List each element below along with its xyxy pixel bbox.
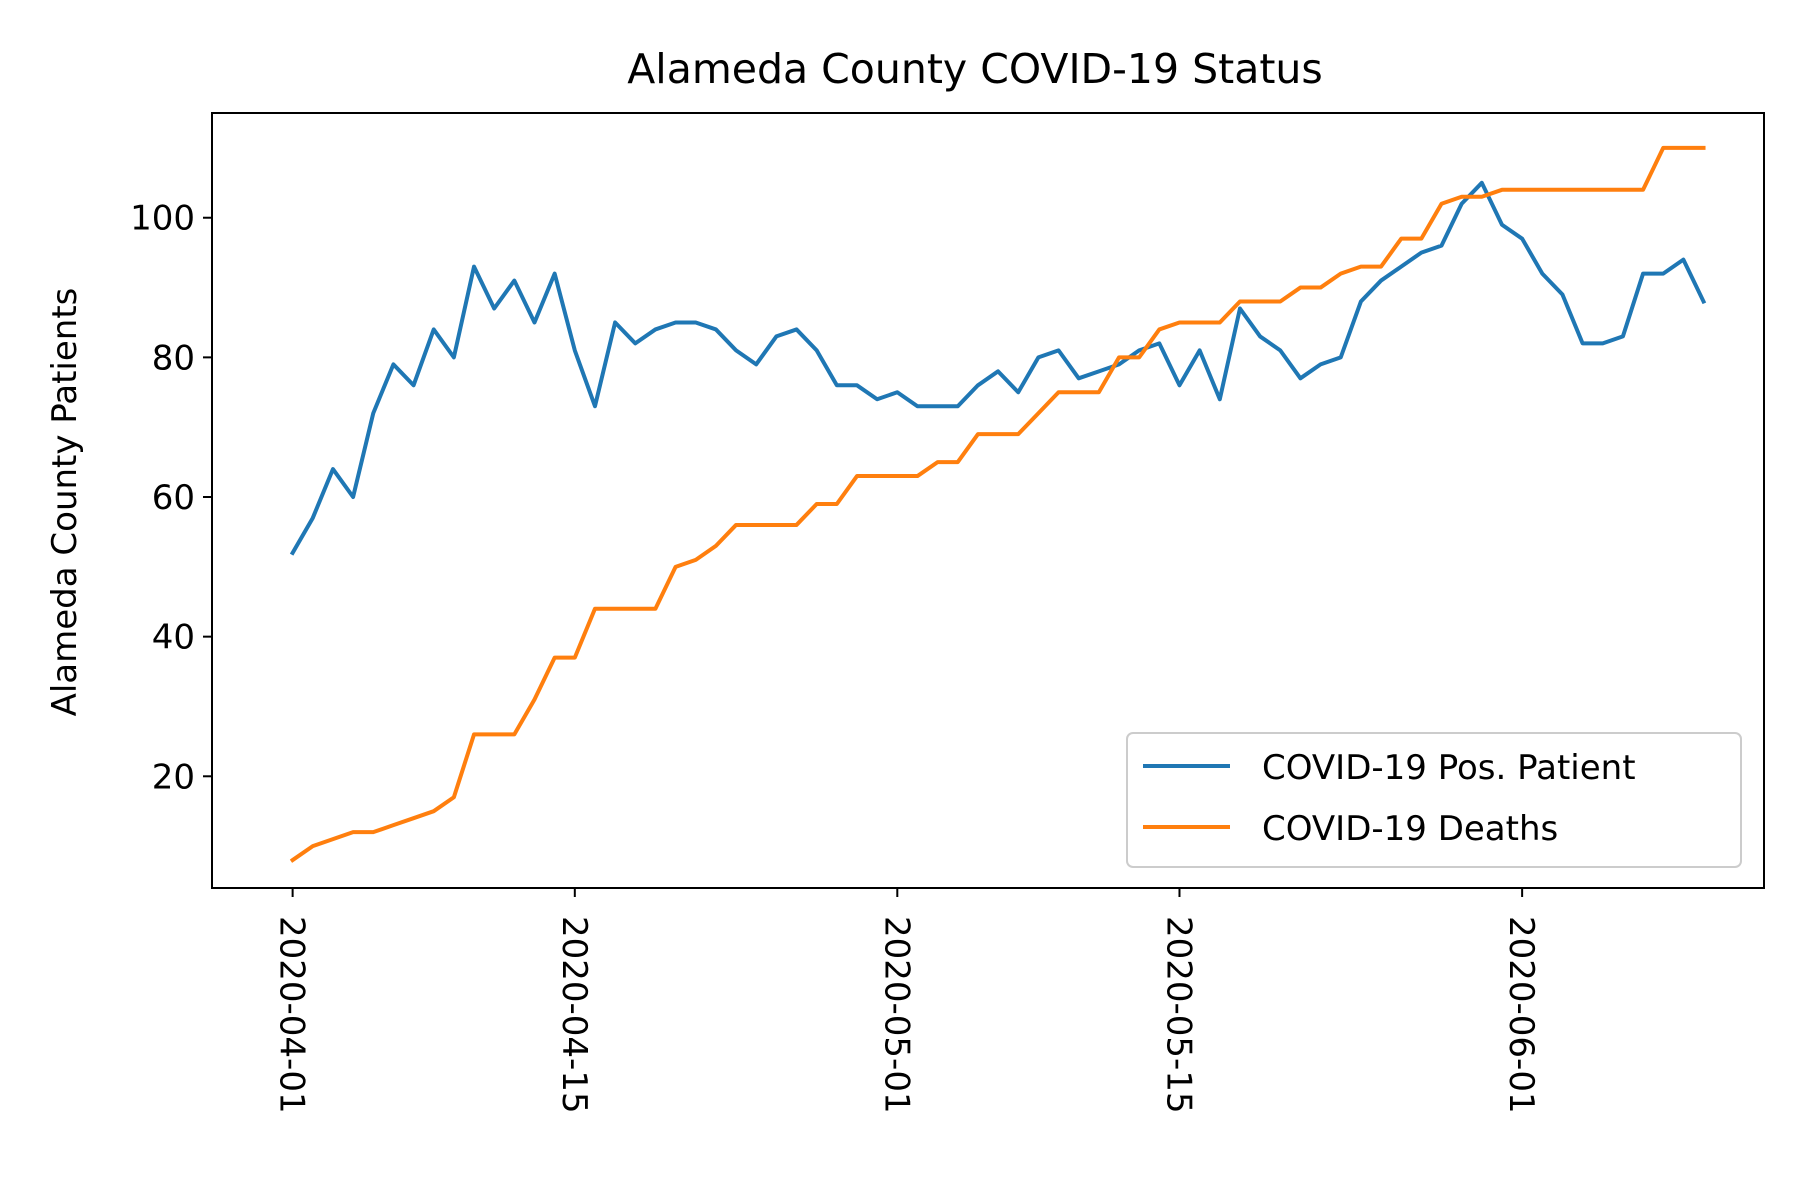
x-tick-label: 2020-06-01 <box>1501 916 1541 1114</box>
legend-label-deaths: COVID-19 Deaths <box>1262 809 1558 849</box>
x-tick-label: 2020-04-01 <box>272 916 312 1114</box>
legend-box <box>1126 732 1742 868</box>
x-axis: 2020-04-01 2020-04-15 2020-05-01 2020-05-15… <box>272 888 1541 1114</box>
y-tick-label: 80 <box>152 338 195 378</box>
legend-label-positive: COVID-19 Pos. Patient <box>1262 748 1636 788</box>
y-tick-label: 100 <box>130 199 195 239</box>
x-tick-label: 2020-04-15 <box>554 916 594 1114</box>
y-axis-label: Alameda County Patients <box>45 288 85 717</box>
plot-area <box>211 112 1765 889</box>
x-tick-label: 2020-05-15 <box>1158 916 1198 1114</box>
series-layer <box>289 145 1707 863</box>
legend: COVID-19 Pos. Patient COVID-19 Deaths <box>1126 732 1742 868</box>
series-line-deaths <box>289 145 1706 863</box>
y-axis: 20 40 60 80 100 <box>130 199 212 797</box>
y-tick-label: 60 <box>152 478 195 518</box>
y-tick-label: 40 <box>152 618 195 658</box>
x-tick-label: 2020-05-01 <box>876 916 916 1114</box>
chart-title: Alameda County COVID-19 Status <box>627 45 1323 93</box>
y-tick-label: 20 <box>152 757 195 797</box>
